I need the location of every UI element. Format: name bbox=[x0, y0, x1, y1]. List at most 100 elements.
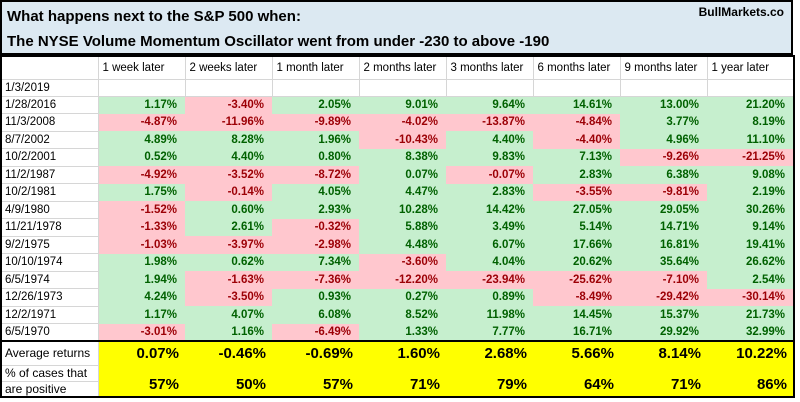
return-cell: 0.07% bbox=[359, 166, 446, 184]
date-cell: 12/26/1973 bbox=[0, 288, 99, 307]
column-header-5: 6 months later bbox=[532, 55, 621, 80]
percent-positive-cell: 71% bbox=[620, 365, 707, 397]
return-cell: 6.08% bbox=[272, 306, 359, 324]
return-cell: 2.19% bbox=[707, 183, 794, 201]
percent-positive-label-line-1: % of cases that bbox=[0, 364, 99, 382]
return-cell: -29.42% bbox=[620, 288, 707, 306]
table-row: 6/5/1970 -3.01% 1.16% -6.49% 1.33% 7.77% 16.71… bbox=[0, 323, 794, 342]
average-return-cell: 5.66% bbox=[533, 340, 620, 365]
table-row: 11/2/1987 -4.92% -3.52% -8.72% 0.07% -0.07% 2.… bbox=[0, 165, 794, 184]
return-cell: -8.49% bbox=[533, 288, 620, 306]
date-cell: 10/2/2001 bbox=[0, 148, 99, 167]
return-cell: 8.52% bbox=[359, 306, 446, 324]
return-cell: 1.98% bbox=[98, 253, 185, 271]
return-cell: 11.98% bbox=[446, 306, 533, 324]
return-cell: -1.03% bbox=[98, 236, 185, 254]
column-header-0: 1 week later bbox=[97, 55, 186, 80]
return-cell: -3.40% bbox=[185, 96, 272, 114]
return-cell: 0.80% bbox=[272, 148, 359, 166]
date-cell: 10/10/1974 bbox=[0, 253, 99, 272]
column-header-4: 3 months later bbox=[445, 55, 534, 80]
return-cell: -3.52% bbox=[185, 166, 272, 184]
empty-cell-7 bbox=[706, 78, 795, 97]
return-cell: -23.94% bbox=[446, 271, 533, 289]
return-cell: -3.97% bbox=[185, 236, 272, 254]
return-cell: 8.19% bbox=[707, 113, 794, 131]
return-cell: 19.41% bbox=[707, 236, 794, 254]
brand-label: BullMarkets.co bbox=[698, 5, 784, 19]
return-cell: 9.64% bbox=[446, 96, 533, 114]
return-cell: -9.89% bbox=[272, 113, 359, 131]
return-cell: -4.92% bbox=[98, 166, 185, 184]
return-cell: 5.88% bbox=[359, 218, 446, 236]
column-header-1: 2 weeks later bbox=[184, 55, 273, 80]
corner-cell bbox=[0, 55, 99, 80]
table-row: 11/3/2008 -4.87% -11.96% -9.89% -4.02% -13.87… bbox=[0, 113, 794, 132]
column-header-3: 2 months later bbox=[358, 55, 447, 80]
return-cell: 4.48% bbox=[359, 236, 446, 254]
date-cell: 6/5/1970 bbox=[0, 323, 99, 342]
return-cell: 0.89% bbox=[446, 288, 533, 306]
return-cell: 3.77% bbox=[620, 113, 707, 131]
return-cell: 4.40% bbox=[446, 131, 533, 149]
return-cell: 17.66% bbox=[533, 236, 620, 254]
table-row: 4/9/1980 -1.52% 0.60% 2.93% 10.28% 14.42% 27.0… bbox=[0, 200, 794, 219]
return-cell: 2.83% bbox=[533, 166, 620, 184]
average-return-cell: 10.22% bbox=[707, 340, 794, 365]
return-cell: 5.14% bbox=[533, 218, 620, 236]
return-cell: 0.62% bbox=[185, 253, 272, 271]
return-cell: 2.05% bbox=[272, 96, 359, 114]
empty-cell-3 bbox=[358, 78, 447, 97]
return-cell: 26.62% bbox=[707, 253, 794, 271]
return-cell: 15.37% bbox=[620, 306, 707, 324]
return-cell: -10.43% bbox=[359, 131, 446, 149]
table-row: 12/26/1973 4.24% -3.50% 0.93% 0.27% 0.89% -8.4… bbox=[0, 288, 794, 307]
return-cell: -3.60% bbox=[359, 253, 446, 271]
return-cell: 0.27% bbox=[359, 288, 446, 306]
column-header-7: 1 year later bbox=[706, 55, 795, 80]
date-cell: 6/5/1974 bbox=[0, 270, 99, 289]
return-cell: 6.38% bbox=[620, 166, 707, 184]
empty-signal-row: 1/3/2019 bbox=[0, 78, 795, 97]
title-box: What happens next to the S&P 500 when: T… bbox=[0, 0, 793, 55]
date-cell: 1/28/2016 bbox=[0, 95, 99, 114]
return-cell: -3.55% bbox=[533, 183, 620, 201]
table-row: 1/28/2016 1.17% -3.40% 2.05% 9.01% 9.64% 14.61… bbox=[0, 95, 794, 114]
return-cell: 4.24% bbox=[98, 288, 185, 306]
table-row: 10/10/1974 1.98% 0.62% 7.34% -3.60% 4.04% 20.6… bbox=[0, 253, 794, 272]
date-cell: 9/2/1975 bbox=[0, 235, 99, 254]
return-cell: 9.83% bbox=[446, 148, 533, 166]
percent-positive-cell: 71% bbox=[359, 365, 446, 397]
average-return-cell: 0.07% bbox=[98, 340, 185, 365]
empty-cell-2 bbox=[271, 78, 360, 97]
empty-cell-4 bbox=[445, 78, 534, 97]
return-cell: 1.75% bbox=[98, 183, 185, 201]
column-header-6: 9 months later bbox=[619, 55, 708, 80]
percent-positive-row: % of cases that 57% 50% 57% 71% 79% 64% 71% 86% bbox=[0, 364, 794, 397]
return-cell: 0.60% bbox=[185, 201, 272, 219]
return-cell: -0.07% bbox=[446, 166, 533, 184]
return-cell: 29.92% bbox=[620, 323, 707, 341]
average-return-cell: -0.46% bbox=[185, 340, 272, 365]
date-cell: 10/2/1981 bbox=[0, 183, 99, 202]
return-cell: -4.02% bbox=[359, 113, 446, 131]
percent-positive-cell: 57% bbox=[98, 365, 185, 397]
return-cell: 16.71% bbox=[533, 323, 620, 341]
return-cell: 4.89% bbox=[98, 131, 185, 149]
return-cell: 4.07% bbox=[185, 306, 272, 324]
empty-cell-5 bbox=[532, 78, 621, 97]
return-cell: 1.96% bbox=[272, 131, 359, 149]
table-row: 10/2/1981 1.75% -0.14% 4.05% 4.47% 2.83% -3.55… bbox=[0, 183, 794, 202]
return-cell: -12.20% bbox=[359, 271, 446, 289]
return-cell: 16.81% bbox=[620, 236, 707, 254]
return-cell: -9.26% bbox=[620, 148, 707, 166]
return-cell: -4.84% bbox=[533, 113, 620, 131]
return-cell: 4.05% bbox=[272, 183, 359, 201]
return-cell: 10.28% bbox=[359, 201, 446, 219]
return-cell: 8.28% bbox=[185, 131, 272, 149]
return-cell: 20.62% bbox=[533, 253, 620, 271]
return-cell: 7.77% bbox=[446, 323, 533, 341]
return-cell: 2.93% bbox=[272, 201, 359, 219]
table-row: 11/21/1978 -1.33% 2.61% -0.32% 5.88% 3.49% 5.1… bbox=[0, 218, 794, 237]
return-cell: 9.14% bbox=[707, 218, 794, 236]
